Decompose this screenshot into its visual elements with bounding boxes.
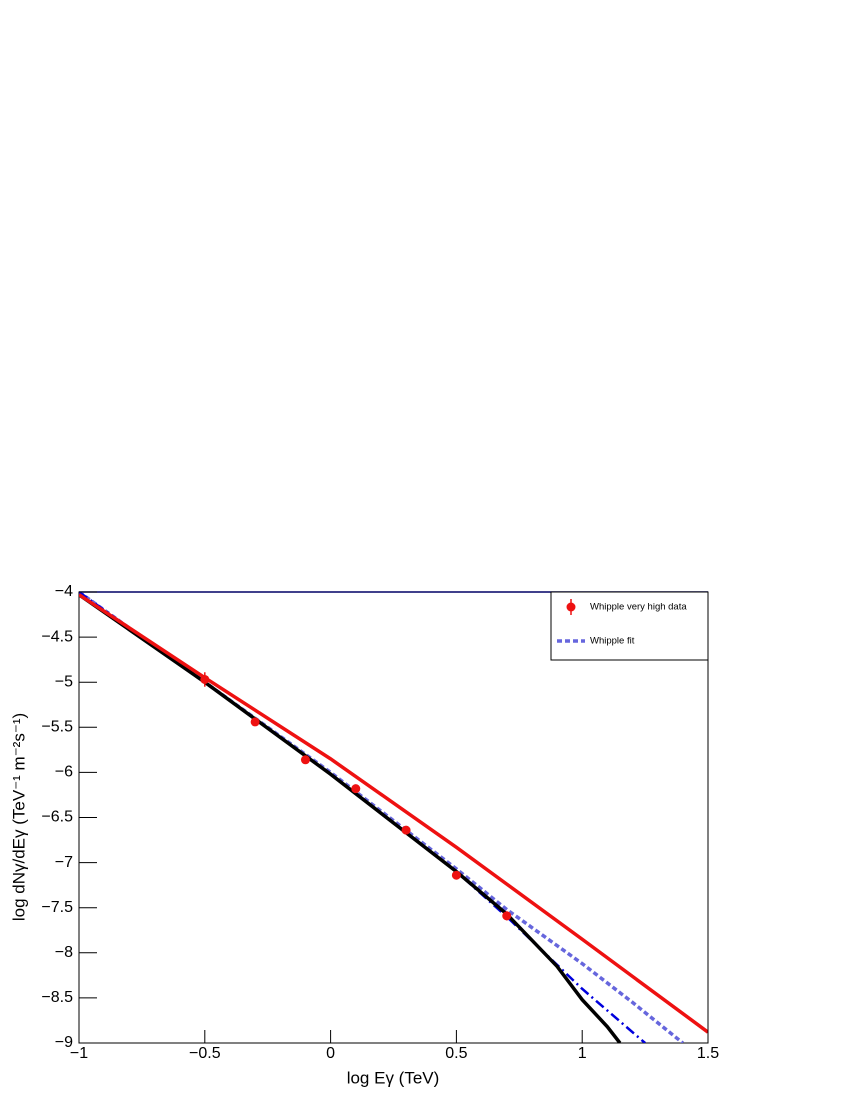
y-tick-label: −6.5 <box>41 809 73 826</box>
legend-swatch <box>566 602 576 612</box>
data-point <box>401 825 411 835</box>
y-tick-label: −4.5 <box>41 628 73 645</box>
y-tick-label: −9 <box>55 1034 73 1051</box>
data-point <box>250 717 260 727</box>
y-tick-label: −7.5 <box>41 899 73 916</box>
y-tick-label: −5 <box>55 673 73 690</box>
data-point <box>200 674 210 684</box>
legend-label: Whipple fit <box>590 636 635 647</box>
y-tick-label: −8 <box>55 944 73 961</box>
y-tick-label: −7 <box>55 854 73 871</box>
y-tick-label: −5.5 <box>41 719 73 736</box>
legend: Whipple very high data Whipple fit <box>550 591 709 661</box>
data-point <box>300 755 310 765</box>
series-line <box>79 593 708 1034</box>
y-tick-label: −6 <box>55 764 73 781</box>
y-tick-label: −4 <box>55 583 73 600</box>
x-tick-label: −1 <box>70 1045 88 1062</box>
data-point <box>451 870 461 880</box>
x-tick-label: 1 <box>578 1045 587 1062</box>
legend-box <box>550 591 709 661</box>
legend-label: Whipple very high data <box>590 602 687 613</box>
x-axis-label: log Eγ (TeV) <box>347 1068 440 1087</box>
y-axis-label: log dNγ/dEγ (TeV⁻¹ m⁻²s⁻¹) <box>9 713 28 921</box>
x-tick-label: 0 <box>326 1045 335 1062</box>
x-tick-label: −0.5 <box>189 1045 221 1062</box>
data-point <box>502 911 512 921</box>
plot-area <box>79 592 708 1043</box>
y-tick-label: −8.5 <box>41 989 73 1006</box>
x-tick-label: 1.5 <box>697 1045 719 1062</box>
x-tick-label: 0.5 <box>445 1045 467 1062</box>
data-point <box>351 784 361 794</box>
series-line <box>79 593 622 1043</box>
